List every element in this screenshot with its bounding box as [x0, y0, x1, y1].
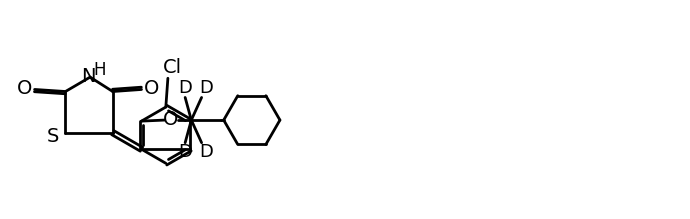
Text: D: D [178, 79, 192, 97]
Text: H: H [93, 61, 106, 79]
Text: D: D [178, 143, 192, 161]
Text: S: S [47, 127, 59, 146]
Text: O: O [144, 79, 159, 98]
Text: Cl: Cl [162, 58, 181, 78]
Text: D: D [199, 143, 213, 161]
Text: D: D [199, 79, 213, 97]
Text: O: O [163, 110, 179, 129]
Text: N: N [81, 67, 95, 86]
Text: O: O [17, 79, 32, 98]
